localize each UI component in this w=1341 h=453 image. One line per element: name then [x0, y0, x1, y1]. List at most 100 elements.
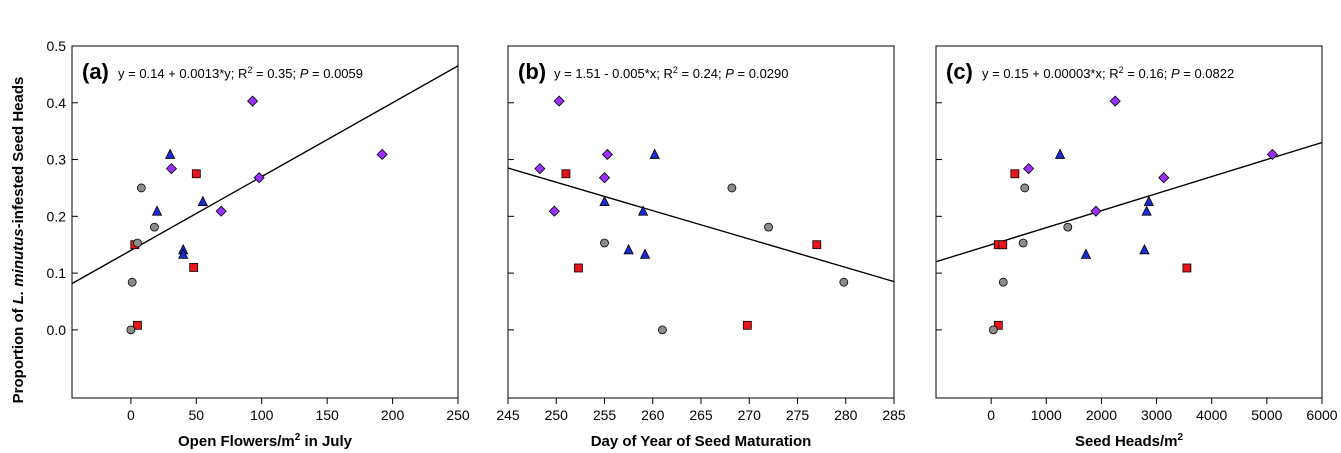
point-red-square	[1182, 263, 1192, 273]
equation-mid: = 0.24;	[678, 66, 725, 81]
x-tick-label: 50	[189, 407, 205, 423]
regression-line	[936, 141, 1322, 263]
equation-text: y = 0.15 + 0.00003*x; R	[982, 66, 1119, 81]
equation-tail: = 0.0059	[308, 66, 363, 81]
equation-sup: 2	[1119, 65, 1124, 75]
point-red-square	[742, 320, 752, 330]
point-gray-circle	[150, 222, 159, 232]
point-purple-diamond	[553, 95, 565, 107]
point-red-square	[561, 169, 571, 179]
x-axis-label-text: Seed Heads/m	[1075, 433, 1178, 450]
point-gray-circle	[600, 238, 609, 248]
y-axis-label-suffix: -infested Seed Heads	[10, 77, 27, 229]
point-purple-diamond	[598, 172, 611, 184]
equation-sup: 2	[247, 65, 252, 75]
x-axis-label: Seed Heads/m2	[1075, 432, 1184, 450]
x-tick-label: 3000	[1141, 407, 1172, 423]
point-red-square	[574, 263, 583, 273]
x-tick-label: 0	[987, 407, 995, 423]
y-axis-label-prefix: Proportion of	[10, 304, 27, 403]
regression-equation: y = 0.14 + 0.0013*y; R2 = 0.35; P = 0.00…	[118, 65, 363, 81]
panel-label: (a)	[82, 59, 109, 84]
x-tick-label: 200	[381, 407, 405, 423]
x-tick-label: 2000	[1086, 407, 1117, 423]
panel-a: 0.0 0.1 0.2 0.3 0.4 0.5 0 50 100 150 200 250 Open Fl…	[47, 38, 470, 450]
point-purple-diamond	[1266, 148, 1278, 161]
point-gray-circle	[1063, 222, 1073, 232]
equation-sup: 2	[673, 65, 678, 75]
equation-tail: = 0.0822	[1180, 66, 1235, 81]
point-purple-diamond	[534, 163, 546, 175]
point-gray-circle	[136, 183, 146, 193]
equation-text: y = 0.14 + 0.0013*y; R	[118, 66, 247, 81]
panel-b: 245 250 255 260 265 270 275 280 285 Day of Year o…	[496, 45, 906, 450]
point-purple-diamond	[215, 205, 227, 217]
point-purple-diamond	[548, 205, 560, 217]
equation-mid: = 0.35;	[252, 66, 299, 81]
y-tick-label: 0.3	[47, 152, 67, 168]
equation-p: P	[1171, 66, 1180, 81]
y-tick-label: 0.4	[47, 95, 67, 111]
equation-mid: = 0.16;	[1124, 66, 1171, 81]
point-purple-diamond	[1109, 95, 1121, 107]
x-tick-label: 1000	[1031, 407, 1062, 423]
point-blue-triangle	[1080, 248, 1092, 259]
x-tick-label: 150	[315, 407, 339, 423]
point-purple-diamond	[165, 163, 178, 175]
point-blue-triangle	[1054, 148, 1066, 159]
x-tick-label: 285	[882, 407, 906, 423]
y-tick-label: 0.5	[47, 38, 67, 54]
point-purple-diamond	[253, 172, 265, 184]
x-tick-label: 0	[127, 407, 135, 423]
point-blue-triangle	[599, 195, 610, 206]
plot-frame	[507, 45, 895, 399]
point-gray-circle	[998, 277, 1008, 287]
point-blue-triangle	[164, 148, 176, 159]
point-red-square	[191, 169, 201, 179]
point-blue-triangle	[151, 205, 163, 216]
regression-line	[508, 167, 894, 283]
point-blue-triangle	[637, 205, 649, 216]
x-axis-label-sup: 2	[295, 432, 301, 443]
point-blue-triangle	[197, 195, 208, 206]
x-axis-label-text: Day of Year of Seed Maturation	[591, 433, 812, 450]
point-red-square	[1010, 169, 1020, 179]
point-blue-triangle	[1139, 243, 1150, 255]
x-tick-label: 100	[250, 407, 274, 423]
point-purple-diamond	[601, 148, 613, 161]
equation-tail: = 0.0290	[734, 66, 789, 81]
regression-equation: y = 1.51 - 0.005*x; R2 = 0.24; P = 0.029…	[554, 65, 788, 81]
point-red-square	[133, 320, 142, 330]
equation-p: P	[725, 66, 734, 81]
point-purple-diamond	[376, 148, 388, 161]
x-tick-label: 4000	[1196, 407, 1227, 423]
x-axis-label-sup: 2	[1177, 432, 1183, 443]
x-axis-label: Day of Year of Seed Maturation	[591, 433, 812, 450]
point-purple-diamond	[247, 95, 259, 107]
x-tick-label: 275	[786, 407, 810, 423]
point-gray-circle	[658, 325, 667, 335]
regression-line	[72, 65, 458, 285]
point-gray-circle	[126, 325, 136, 335]
point-blue-triangle	[1141, 205, 1152, 216]
point-red-square	[812, 240, 822, 250]
y-axis-label: Proportion of L. minutus-infested Seed H…	[10, 77, 27, 404]
point-blue-triangle	[178, 248, 189, 259]
x-tick-label: 265	[689, 407, 713, 423]
point-gray-circle	[764, 222, 773, 232]
x-tick-label: 6000	[1306, 407, 1337, 423]
y-axis-label-species: L. minutus	[10, 228, 27, 304]
x-tick-label: 270	[738, 407, 762, 423]
point-gray-circle	[988, 325, 998, 335]
x-axis-label: Open Flowers/m2 in July	[178, 432, 353, 450]
x-tick-label: 245	[496, 407, 520, 423]
x-tick-label: 250	[446, 407, 470, 423]
point-red-square	[993, 320, 1003, 330]
x-tick-label: 260	[641, 407, 665, 423]
x-axis-label-tail: in July	[300, 433, 352, 450]
point-purple-diamond	[1090, 205, 1102, 217]
y-tick-label: 0.1	[47, 265, 67, 281]
y-tick-label: 0.0	[47, 322, 67, 338]
x-tick-label: 255	[593, 407, 617, 423]
x-tick-label: 5000	[1251, 407, 1282, 423]
